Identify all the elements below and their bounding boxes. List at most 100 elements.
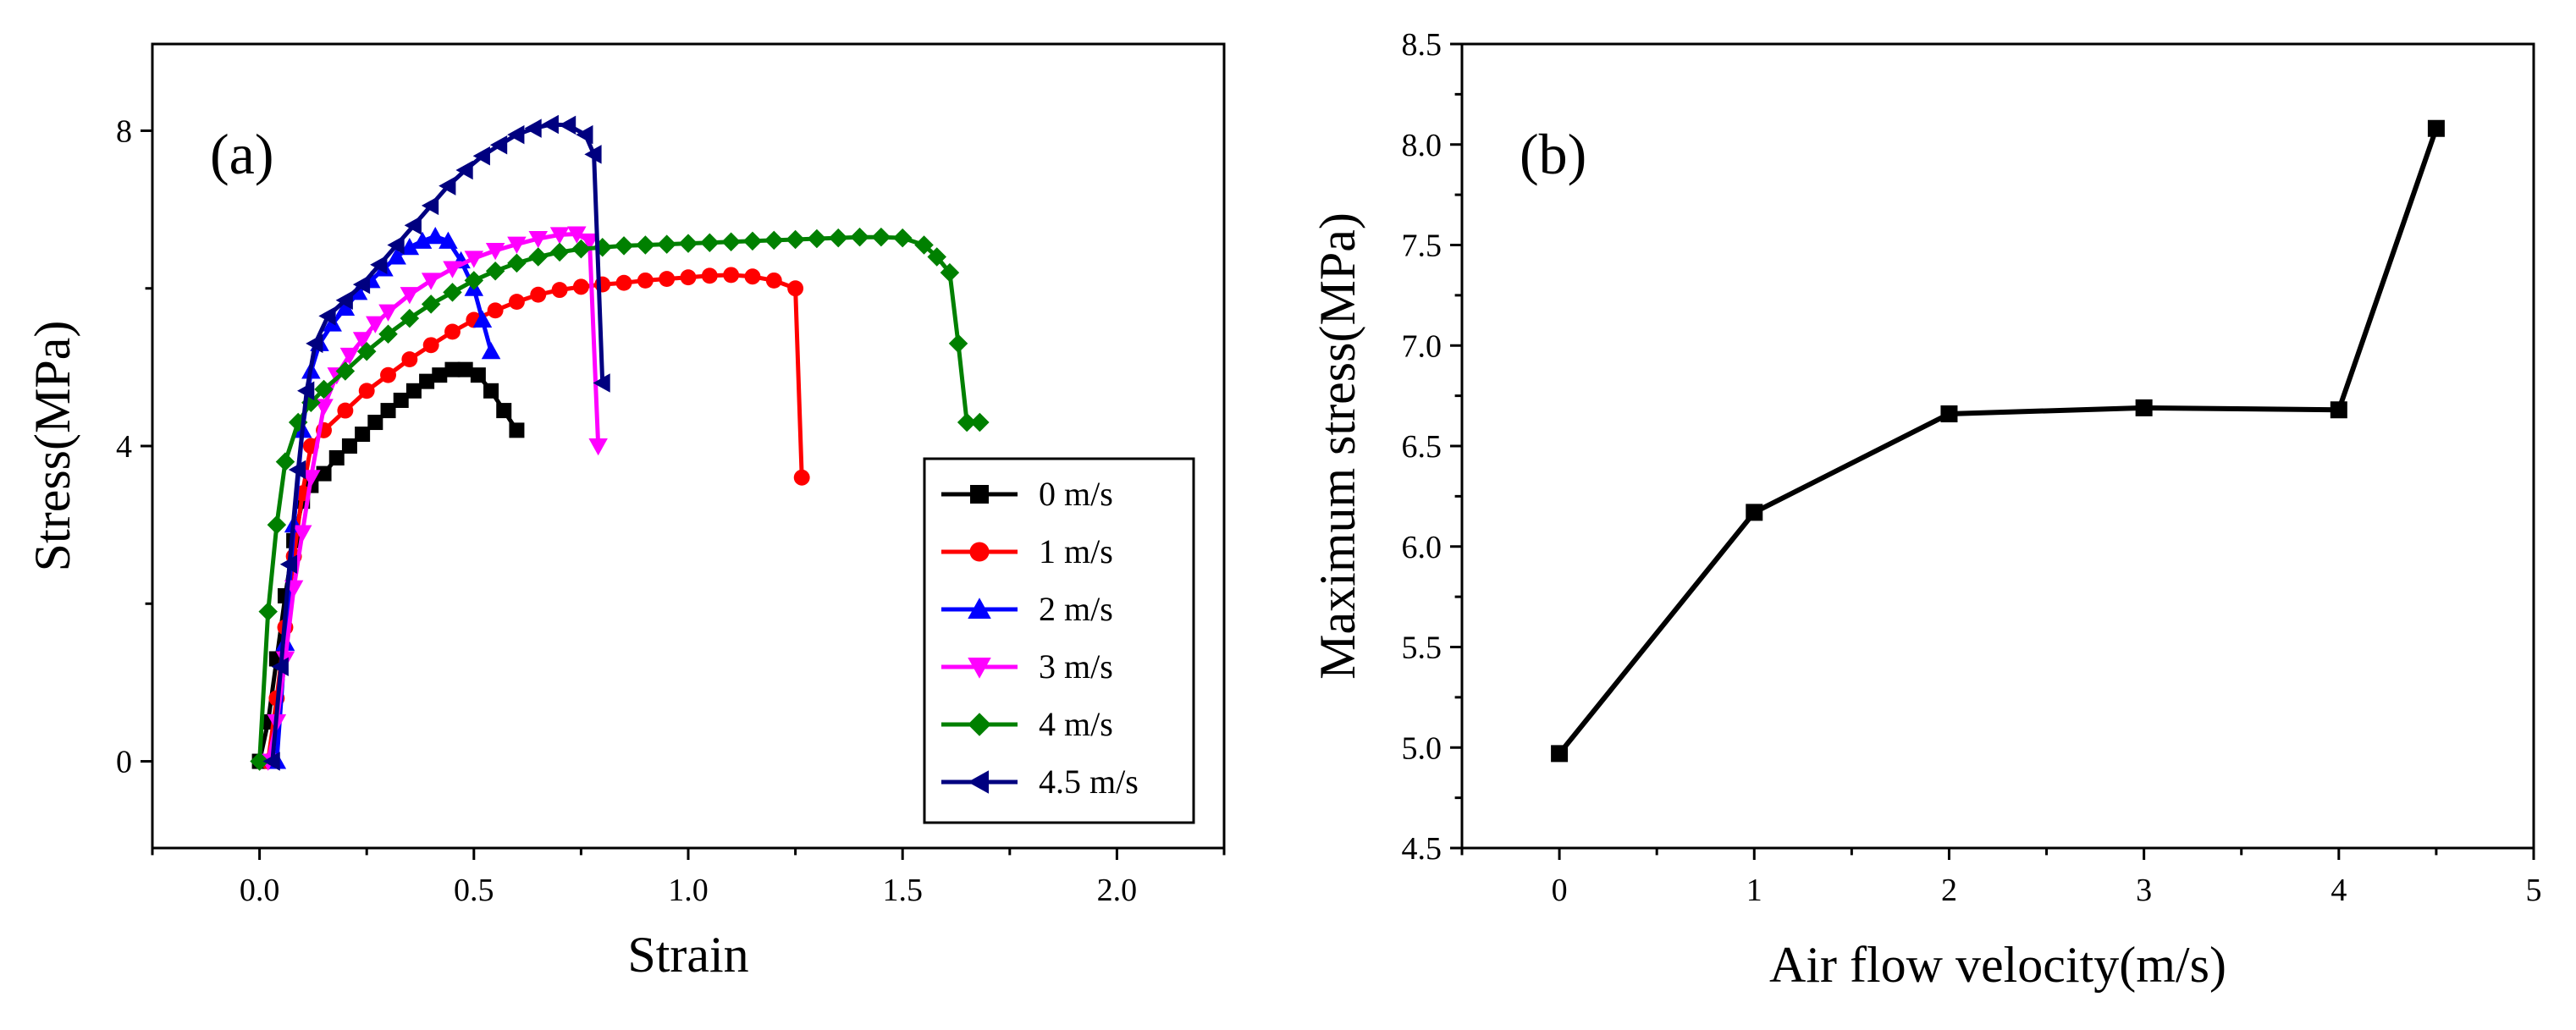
data-point xyxy=(787,280,804,297)
data-point xyxy=(380,366,396,383)
data-point xyxy=(335,298,356,317)
data-point xyxy=(335,361,356,381)
data-point xyxy=(807,229,827,249)
data-point xyxy=(541,114,559,135)
data-point xyxy=(742,231,763,251)
legend-marker xyxy=(968,713,991,736)
data-point xyxy=(593,373,610,393)
data-point xyxy=(558,115,576,135)
panel-b-max-stress: 0 1 2 3 4 5 4.5 5.0 5.5 6.0 6.5 7.0 7.5 8.0 8.5 (b) Ai… xyxy=(1310,27,2542,993)
panel-a-x-tick-label: 1.0 xyxy=(668,873,709,908)
data-point xyxy=(485,243,505,261)
series-line xyxy=(266,232,601,763)
data-point xyxy=(472,310,493,328)
data-point xyxy=(306,333,323,354)
data-point xyxy=(271,657,289,677)
panel-a-legend: 0 m/s 1 m/s 2 m/s 3 m/s 4 m/s 4.5 m/s xyxy=(923,457,1195,824)
panel-a-y-tick-label: 8 xyxy=(116,113,132,149)
data-point xyxy=(393,392,409,408)
data-point xyxy=(470,367,486,383)
panel-b-x-tick-label: 0 xyxy=(1552,873,1568,908)
data-point xyxy=(328,449,345,465)
legend-item: 4.5 m/s xyxy=(941,763,1139,801)
data-point xyxy=(275,452,295,471)
panel-b-x-tick-label: 4 xyxy=(2331,873,2347,908)
legend-item: 0 m/s xyxy=(941,475,1113,513)
data-point xyxy=(850,227,869,247)
data-point xyxy=(439,231,458,249)
data-point xyxy=(940,262,960,283)
panel-a-x-tick-label: 1.5 xyxy=(882,873,923,908)
panel-b-y-tick-label: 5.5 xyxy=(1402,631,1442,666)
data-point xyxy=(425,227,445,245)
data-point xyxy=(948,333,968,354)
data-point xyxy=(580,233,599,251)
data-point xyxy=(572,278,589,295)
panel-b-y-tick-label: 8.5 xyxy=(1402,27,1442,63)
panel-a-x-tick-label: 0.0 xyxy=(240,873,280,908)
data-point xyxy=(701,267,718,284)
data-point xyxy=(680,269,697,286)
data-point xyxy=(637,272,654,289)
series-1-m-s xyxy=(260,267,810,769)
data-point xyxy=(352,274,371,295)
series-line xyxy=(1557,127,2439,756)
panel-a-label: (a) xyxy=(210,122,273,186)
data-point xyxy=(444,361,461,377)
data-point xyxy=(927,247,946,267)
data-point xyxy=(348,283,368,300)
data-point xyxy=(549,227,570,245)
data-point xyxy=(509,422,525,438)
data-point xyxy=(419,373,435,389)
data-point xyxy=(957,412,977,432)
data-point xyxy=(370,255,388,275)
legend-marker xyxy=(968,598,991,619)
series-3-m-s xyxy=(258,226,608,771)
data-point xyxy=(485,261,505,281)
panel-a-y-axis-title: Stress(MPa) xyxy=(25,321,80,572)
panel-b-y-tick-label: 5.0 xyxy=(1402,730,1442,766)
data-point xyxy=(744,268,761,285)
legend-label: 1 m/s xyxy=(1039,532,1113,570)
data-point xyxy=(793,469,810,486)
data-point xyxy=(659,271,676,287)
panel-b-x-tick-label: 1 xyxy=(1746,873,1762,908)
panel-a-x-tick-label: 0.5 xyxy=(454,873,494,908)
panel-b-y-tick-label: 6.0 xyxy=(1402,530,1442,565)
data-point xyxy=(288,460,306,480)
legend-item: 3 m/s xyxy=(941,647,1113,686)
data-point xyxy=(464,271,484,290)
data-point xyxy=(387,235,405,255)
data-point xyxy=(508,294,525,311)
data-point xyxy=(455,160,473,180)
data-point xyxy=(615,274,632,291)
data-point xyxy=(723,267,740,284)
data-point xyxy=(576,124,593,145)
data-point xyxy=(432,367,448,383)
legend-label: 4 m/s xyxy=(1039,705,1113,743)
data-point xyxy=(1551,745,1569,763)
data-point xyxy=(786,229,805,250)
data-point xyxy=(380,403,396,419)
data-point xyxy=(378,324,398,344)
data-point xyxy=(400,287,420,305)
data-point xyxy=(524,118,542,138)
data-point xyxy=(914,235,934,255)
data-point xyxy=(457,361,473,377)
panel-b-series xyxy=(1551,119,2445,763)
data-point xyxy=(421,196,439,216)
panel-b-x-tick-label: 3 xyxy=(2136,873,2152,908)
legend-label: 2 m/s xyxy=(1039,590,1113,628)
panel-b-x-tick-label: 2 xyxy=(1941,873,1957,908)
legend-label: 3 m/s xyxy=(1039,647,1113,686)
data-point xyxy=(422,337,439,354)
data-point xyxy=(421,295,441,314)
data-point xyxy=(507,253,527,273)
panel-b-y-axis-title: Maximum stress(MPa) xyxy=(1310,212,1365,680)
data-point xyxy=(892,228,913,248)
data-point xyxy=(401,351,418,367)
panel-b-x-axis-title: Air flow velocity(m/s) xyxy=(1769,937,2226,993)
data-point xyxy=(507,124,525,145)
panel-a-y-tick-label: 0 xyxy=(116,745,132,780)
